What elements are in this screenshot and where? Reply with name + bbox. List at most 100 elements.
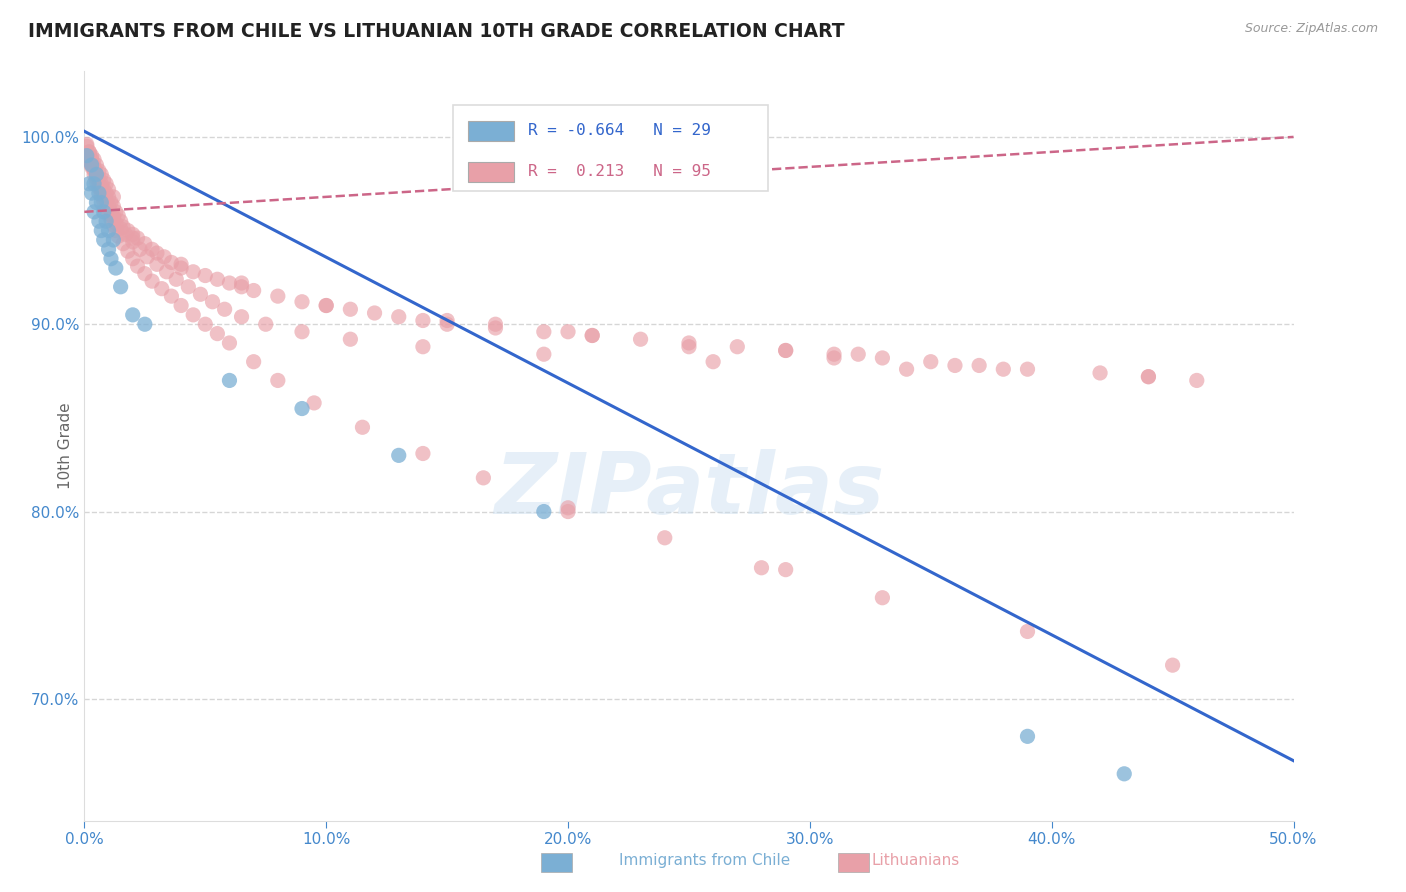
Point	[775, 343, 797, 358]
Point	[76, 137, 98, 152]
Point	[86, 158, 108, 172]
Point	[1185, 374, 1208, 388]
Point	[993, 362, 1015, 376]
Point	[165, 272, 187, 286]
FancyBboxPatch shape	[468, 162, 513, 182]
Point	[388, 310, 411, 324]
Point	[242, 355, 264, 369]
Point	[94, 186, 117, 201]
Point	[725, 340, 748, 354]
Point	[134, 236, 156, 251]
Point	[775, 563, 797, 577]
Point	[90, 182, 112, 196]
Point	[533, 347, 555, 361]
Point	[170, 298, 193, 313]
Point	[87, 171, 110, 186]
Point	[93, 188, 115, 202]
Point	[630, 332, 652, 346]
Point	[302, 396, 325, 410]
Text: Immigrants from Chile: Immigrants from Chile	[619, 854, 790, 868]
Point	[107, 209, 129, 223]
Point	[231, 280, 253, 294]
Point	[872, 591, 894, 605]
Point	[112, 219, 135, 234]
Point	[267, 374, 290, 388]
Point	[83, 177, 105, 191]
Point	[315, 298, 337, 313]
Point	[181, 308, 204, 322]
Point	[218, 276, 240, 290]
Point	[1137, 369, 1160, 384]
Text: R =  0.213   N = 95: R = 0.213 N = 95	[529, 164, 711, 179]
Text: R = -0.664   N = 29: R = -0.664 N = 29	[529, 123, 711, 138]
Text: IMMIGRANTS FROM CHILE VS LITHUANIAN 10TH GRADE CORRELATION CHART: IMMIGRANTS FROM CHILE VS LITHUANIAN 10TH…	[28, 22, 845, 41]
Point	[86, 175, 108, 189]
Point	[103, 218, 125, 232]
Point	[751, 561, 773, 575]
Point	[90, 168, 112, 182]
Point	[77, 145, 100, 159]
Point	[104, 224, 127, 238]
Point	[352, 420, 374, 434]
Point	[93, 205, 115, 219]
Point	[150, 282, 173, 296]
Point	[83, 161, 105, 176]
Point	[76, 148, 98, 162]
Point	[146, 257, 169, 271]
Point	[121, 308, 143, 322]
Point	[1017, 730, 1039, 744]
Point	[104, 261, 127, 276]
Point	[160, 289, 183, 303]
Point	[129, 243, 152, 257]
Point	[83, 153, 105, 167]
Point	[97, 243, 120, 257]
Point	[231, 276, 253, 290]
Point	[103, 211, 125, 225]
Point	[83, 168, 105, 182]
Point	[77, 151, 100, 165]
Point	[267, 289, 290, 303]
Point	[86, 168, 108, 182]
Point	[83, 163, 105, 178]
Text: Lithuanians: Lithuanians	[872, 854, 960, 868]
Point	[112, 236, 135, 251]
Point	[87, 177, 110, 191]
Point	[654, 531, 676, 545]
Point	[1137, 369, 1160, 384]
Point	[557, 325, 579, 339]
Point	[97, 207, 120, 221]
Point	[121, 231, 143, 245]
Point	[93, 233, 115, 247]
Point	[146, 246, 169, 260]
Point	[134, 267, 156, 281]
Point	[77, 177, 100, 191]
Point	[104, 205, 127, 219]
Point	[153, 250, 176, 264]
Point	[93, 182, 115, 196]
Point	[484, 317, 506, 331]
Point	[581, 328, 603, 343]
Point	[194, 268, 217, 283]
Point	[181, 265, 204, 279]
Point	[94, 201, 117, 215]
Point	[90, 195, 112, 210]
Point	[90, 177, 112, 191]
Point	[412, 340, 434, 354]
Point	[121, 235, 143, 249]
Point	[291, 294, 314, 309]
Point	[207, 272, 229, 286]
Point	[80, 186, 103, 201]
FancyBboxPatch shape	[453, 105, 768, 191]
Point	[114, 227, 136, 242]
Point	[533, 325, 555, 339]
Point	[1161, 658, 1184, 673]
Point	[1114, 767, 1136, 781]
Point	[254, 317, 277, 331]
Point	[87, 214, 110, 228]
Point	[77, 148, 100, 162]
Point	[218, 374, 240, 388]
Point	[87, 186, 110, 201]
Point	[110, 280, 132, 294]
Point	[920, 355, 942, 369]
Point	[90, 188, 112, 202]
